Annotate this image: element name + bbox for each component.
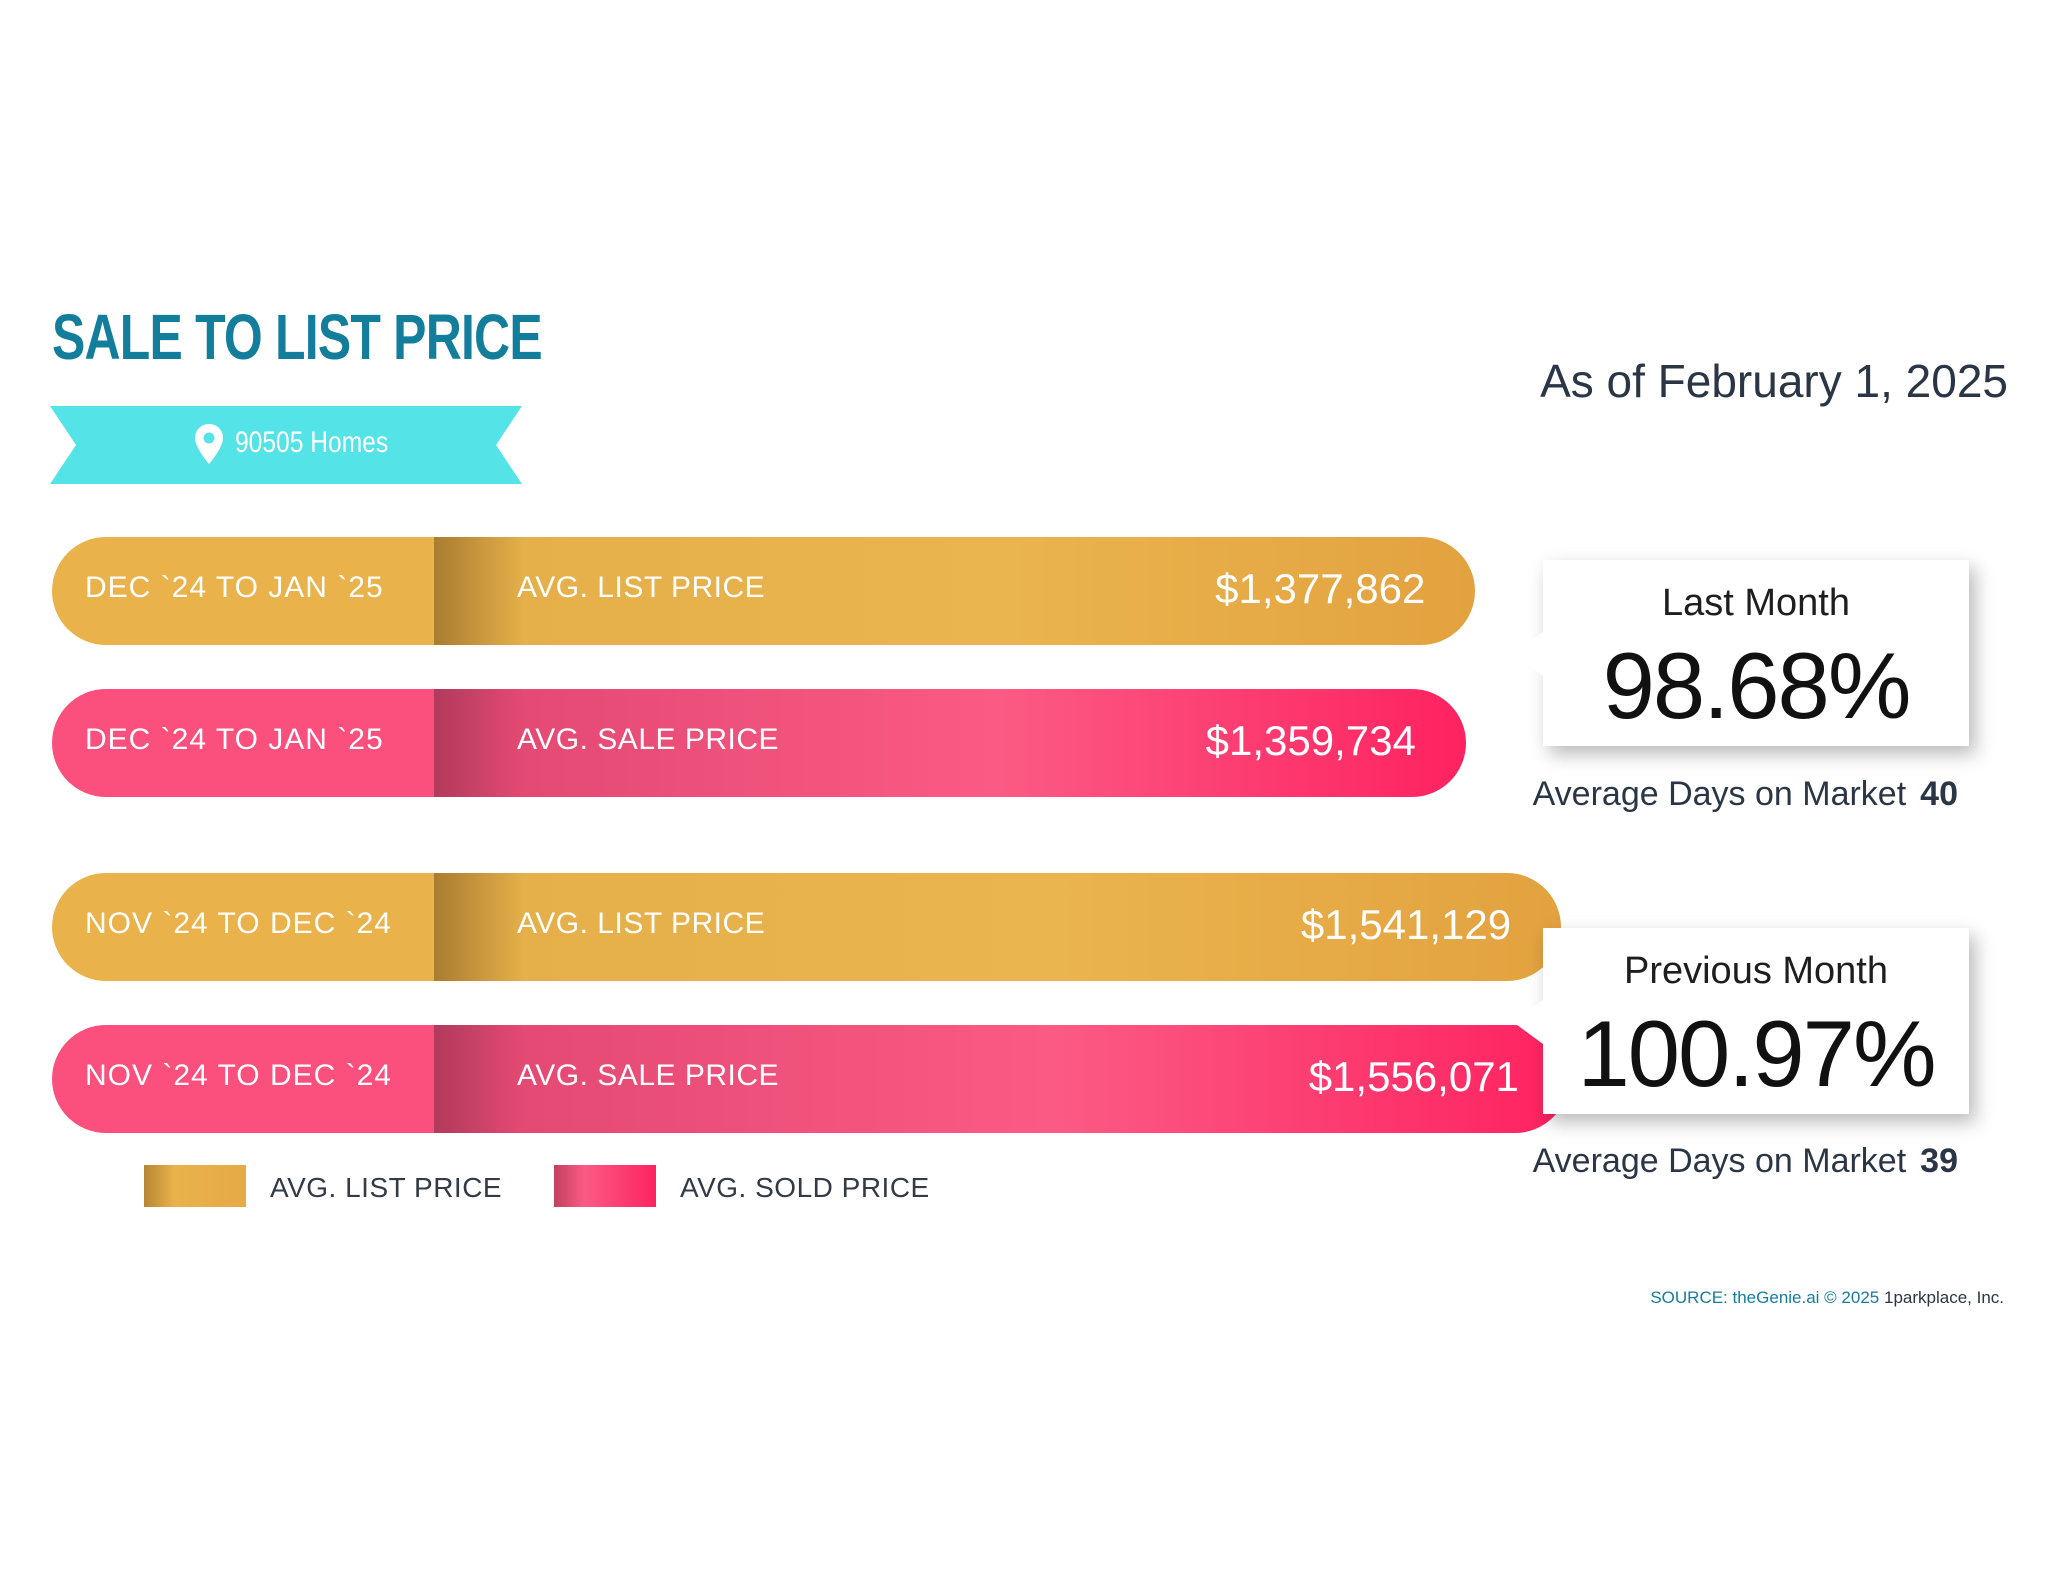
- days-on-market-previous: Average Days on Market 39: [1533, 1142, 1958, 1181]
- as-of-date: As of February 1, 2025: [1540, 355, 2008, 407]
- dom-value: 40: [1920, 775, 1958, 813]
- source-note: SOURCE: theGenie.ai © 2025 1parkplace, I…: [1650, 1288, 2004, 1308]
- bar-period-label: DEC `24 TO JAN `25: [85, 723, 384, 756]
- dom-value: 39: [1920, 1142, 1958, 1180]
- bar-value-label: $1,377,862: [1215, 565, 1426, 612]
- legend-swatch-list: [144, 1165, 246, 1207]
- bar-period-label: NOV `24 TO DEC `24: [85, 1059, 392, 1092]
- bar-value-label: $1,556,071: [1308, 1053, 1519, 1100]
- bar-value-label: $1,541,129: [1300, 901, 1512, 948]
- legend-label-sale: AVG. SOLD PRICE: [680, 1172, 930, 1203]
- days-on-market-last: Average Days on Market 40: [1533, 775, 1958, 814]
- last-month-callout: Last Month 98.68%: [1513, 560, 1969, 746]
- bar-series-label: AVG. SALE PRICE: [517, 1059, 780, 1092]
- bar-sale: DEC `24 TO JAN `25 AVG. SALE PRICE $1,359,…: [52, 689, 1466, 797]
- bar-series-label: AVG. SALE PRICE: [517, 723, 780, 756]
- previous-month-callout: Previous Month 100.97%: [1513, 928, 1969, 1114]
- dom-label: Average Days on Market: [1532, 1142, 1907, 1180]
- bar-period-segment: DEC `24 TO JAN `25: [52, 689, 434, 797]
- callout-label: Last Month: [1662, 582, 1850, 624]
- callout-value: 100.97%: [1577, 1001, 1936, 1106]
- bar-series-label: AVG. LIST PRICE: [517, 907, 766, 940]
- callout-value: 98.68%: [1602, 633, 1912, 738]
- bar-period-segment: NOV `24 TO DEC `24: [52, 1025, 434, 1133]
- bar-period-segment: NOV `24 TO DEC `24: [52, 873, 434, 981]
- bar-period-label: DEC `24 TO JAN `25: [85, 571, 384, 604]
- callout-label: Previous Month: [1623, 950, 1888, 992]
- bar-sale: NOV `24 TO DEC `24 AVG. SALE PRICE $1,556,…: [52, 1025, 1569, 1133]
- bar-series-label: AVG. LIST PRICE: [517, 571, 766, 604]
- bar-list: DEC `24 TO JAN `25 AVG. LIST PRICE $1,377,…: [52, 537, 1476, 645]
- bar-period-label: NOV `24 TO DEC `24: [85, 907, 392, 940]
- location-ribbon: 90505 Homes: [50, 406, 522, 484]
- bar-value-segment: [434, 873, 1562, 981]
- legend-label-list: AVG. LIST PRICE: [270, 1172, 503, 1203]
- source-prefix: SOURCE: theGenie.ai © 2025: [1650, 1288, 1880, 1307]
- dom-label: Average Days on Market: [1532, 775, 1907, 813]
- bar-value-segment: [434, 689, 1466, 797]
- source-company: 1parkplace, Inc.: [1883, 1288, 2004, 1307]
- bar-value-segment: [434, 537, 1476, 645]
- page-title: SALE TO LIST PRICE: [52, 301, 543, 373]
- location-label: 90505 Homes: [235, 426, 389, 459]
- bar-list: NOV `24 TO DEC `24 AVG. LIST PRICE $1,541,…: [52, 873, 1562, 981]
- bar-value-label: $1,359,734: [1205, 717, 1416, 764]
- bar-period-segment: DEC `24 TO JAN `25: [52, 537, 434, 645]
- legend-swatch-sale: [554, 1165, 656, 1207]
- map-pin-icon: [195, 424, 223, 464]
- bar-value-segment: [434, 1025, 1569, 1133]
